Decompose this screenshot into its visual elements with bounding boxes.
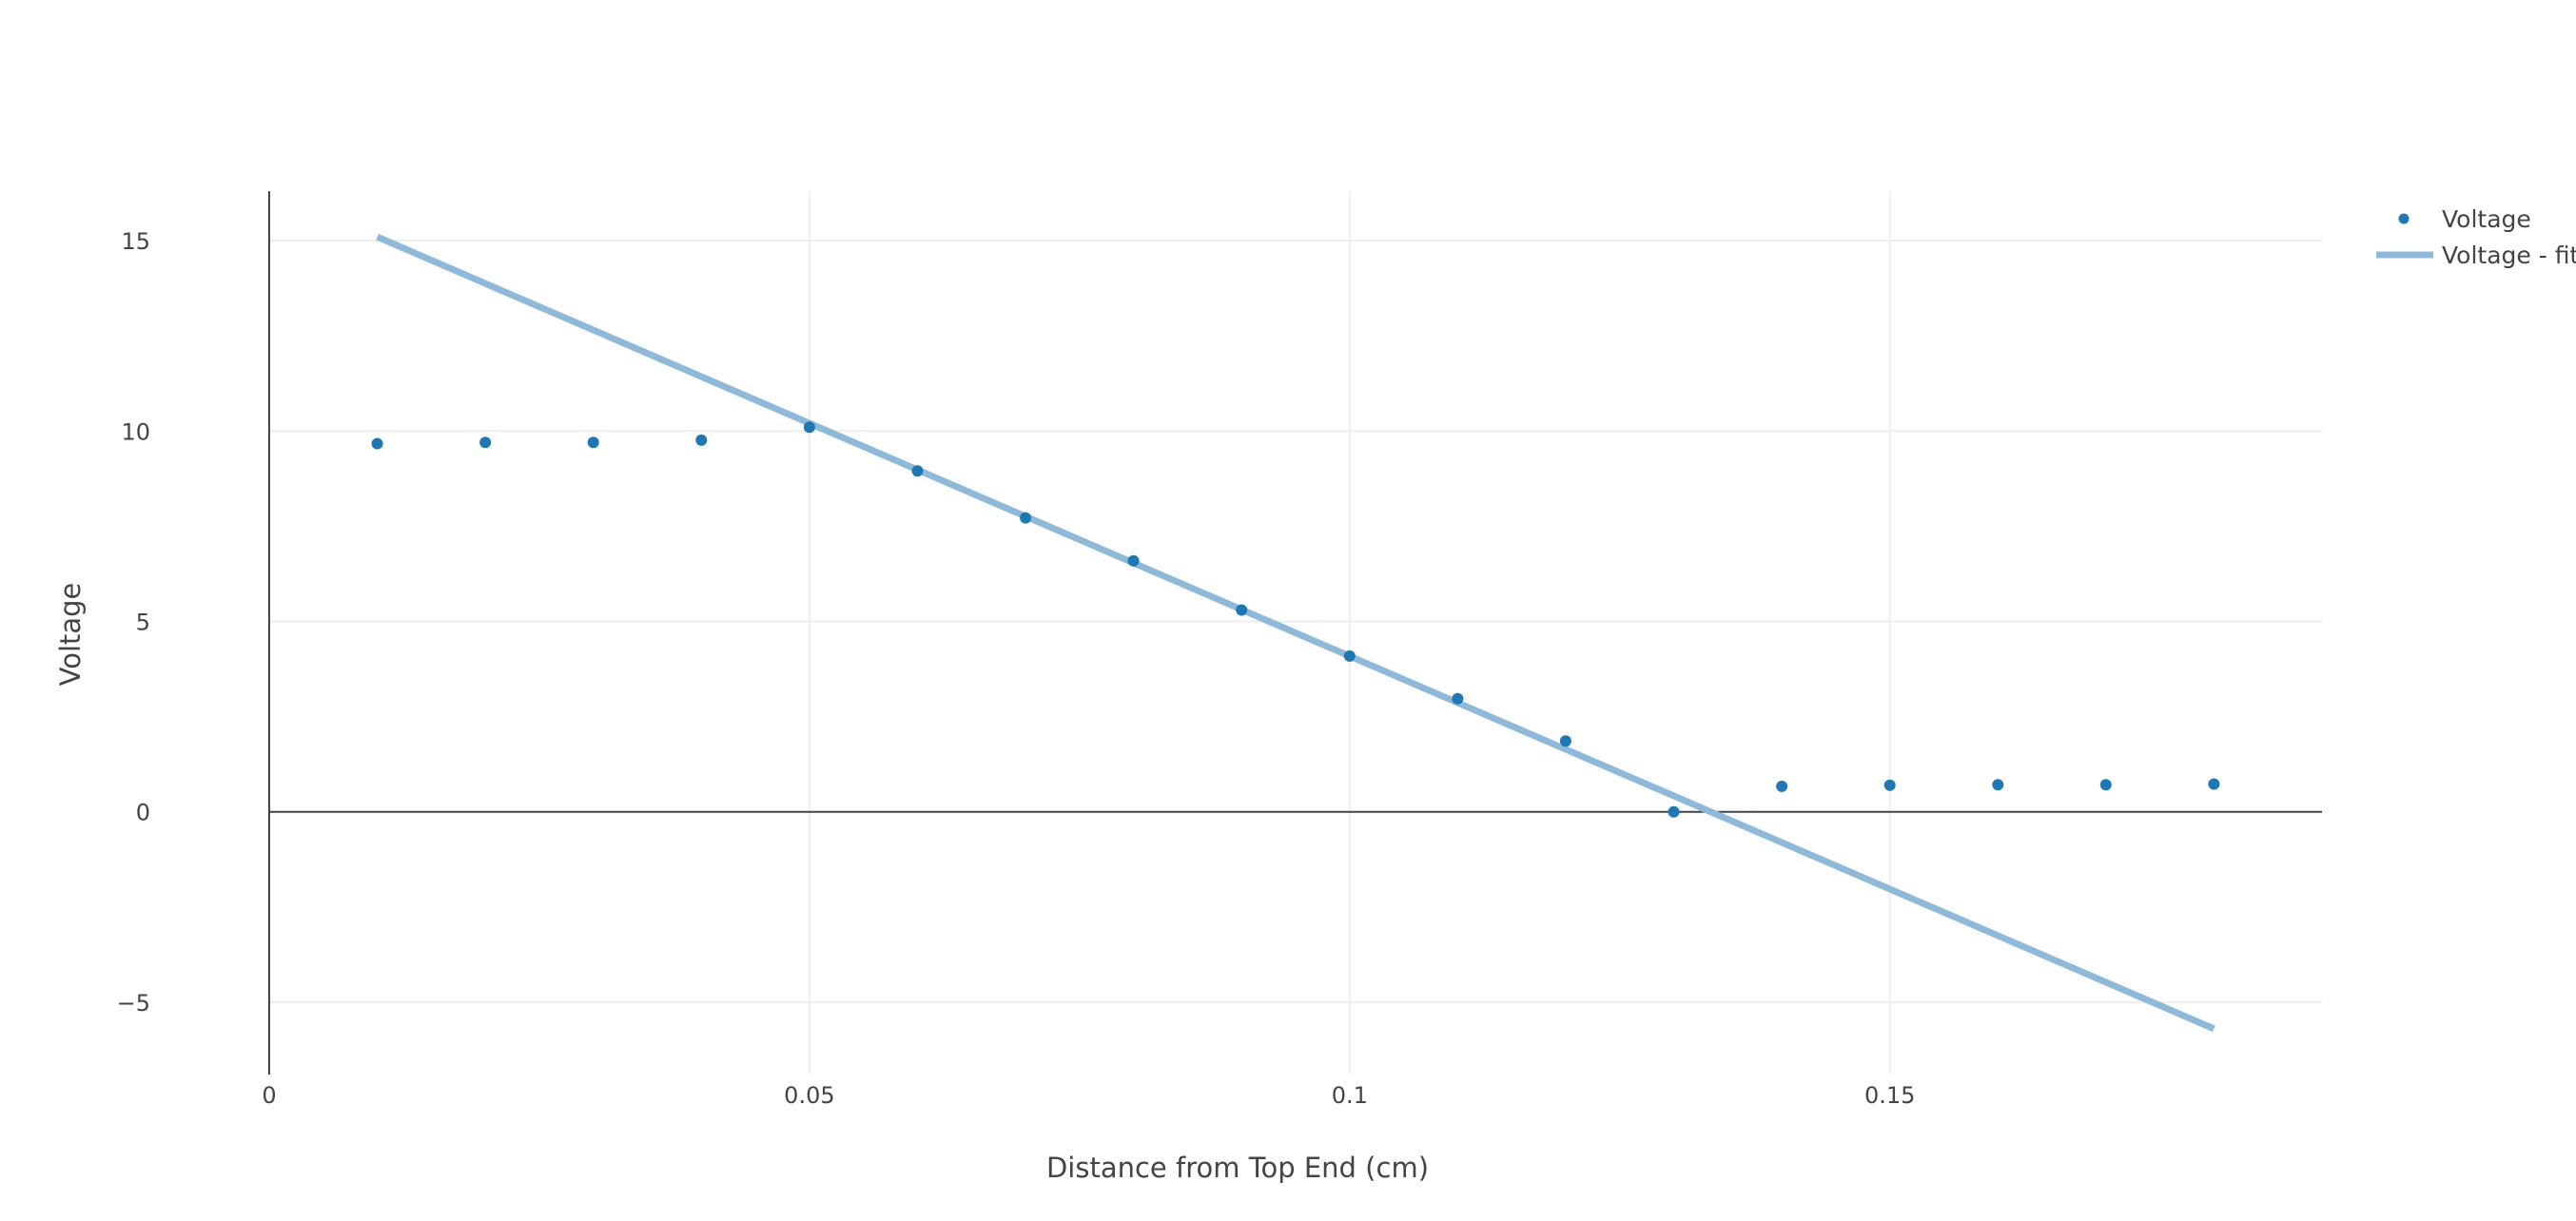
data-point [1020, 512, 1032, 524]
data-point [803, 421, 815, 434]
data-point [695, 434, 708, 446]
data-point [1559, 735, 1571, 747]
data-point [1452, 692, 1464, 705]
data-point [1127, 554, 1140, 567]
zero-lines [268, 191, 2322, 1075]
y-axis-title: Voltage [54, 583, 87, 687]
fit-line [376, 233, 2215, 1033]
data-point [479, 436, 492, 449]
x-tick-label: 0.05 [784, 1082, 834, 1109]
y-tick-label: 10 [121, 418, 150, 445]
data-point [371, 437, 383, 450]
x-tick-label: 0 [262, 1082, 276, 1109]
legend[interactable]: Voltage Voltage - fit [2376, 205, 2576, 269]
legend-label-voltage-fit: Voltage - fit [2442, 242, 2576, 269]
data-point [1883, 779, 1896, 791]
data-point [2099, 779, 2112, 791]
x-tick-label: 0.1 [1332, 1082, 1368, 1109]
data-point [1236, 604, 1248, 616]
data-point [1992, 779, 2004, 791]
data-point [1776, 780, 1788, 792]
grid-layer [269, 191, 2322, 1075]
y-tick-label: −5 [117, 990, 150, 1017]
legend-item-voltage-fit[interactable]: Voltage - fit [2376, 242, 2576, 269]
data-point [1668, 805, 1680, 818]
data-point [1343, 649, 1356, 662]
legend-label-voltage: Voltage [2442, 205, 2531, 233]
series-layer [371, 233, 2220, 1033]
y-tick-label: 15 [121, 228, 150, 255]
x-axis-title: Distance from Top End (cm) [1046, 1152, 1429, 1184]
y-tick-label: 5 [136, 609, 150, 635]
tick-labels: 0 0.05 0.1 0.15 −5 0 5 10 15 [117, 228, 1916, 1109]
data-point [2208, 778, 2220, 790]
data-point [587, 436, 599, 449]
x-tick-label: 0.15 [1864, 1082, 1915, 1109]
legend-marker-icon [2398, 213, 2410, 224]
legend-item-voltage[interactable]: Voltage [2398, 205, 2531, 233]
data-point [911, 465, 924, 477]
y-tick-label: 0 [136, 800, 150, 826]
